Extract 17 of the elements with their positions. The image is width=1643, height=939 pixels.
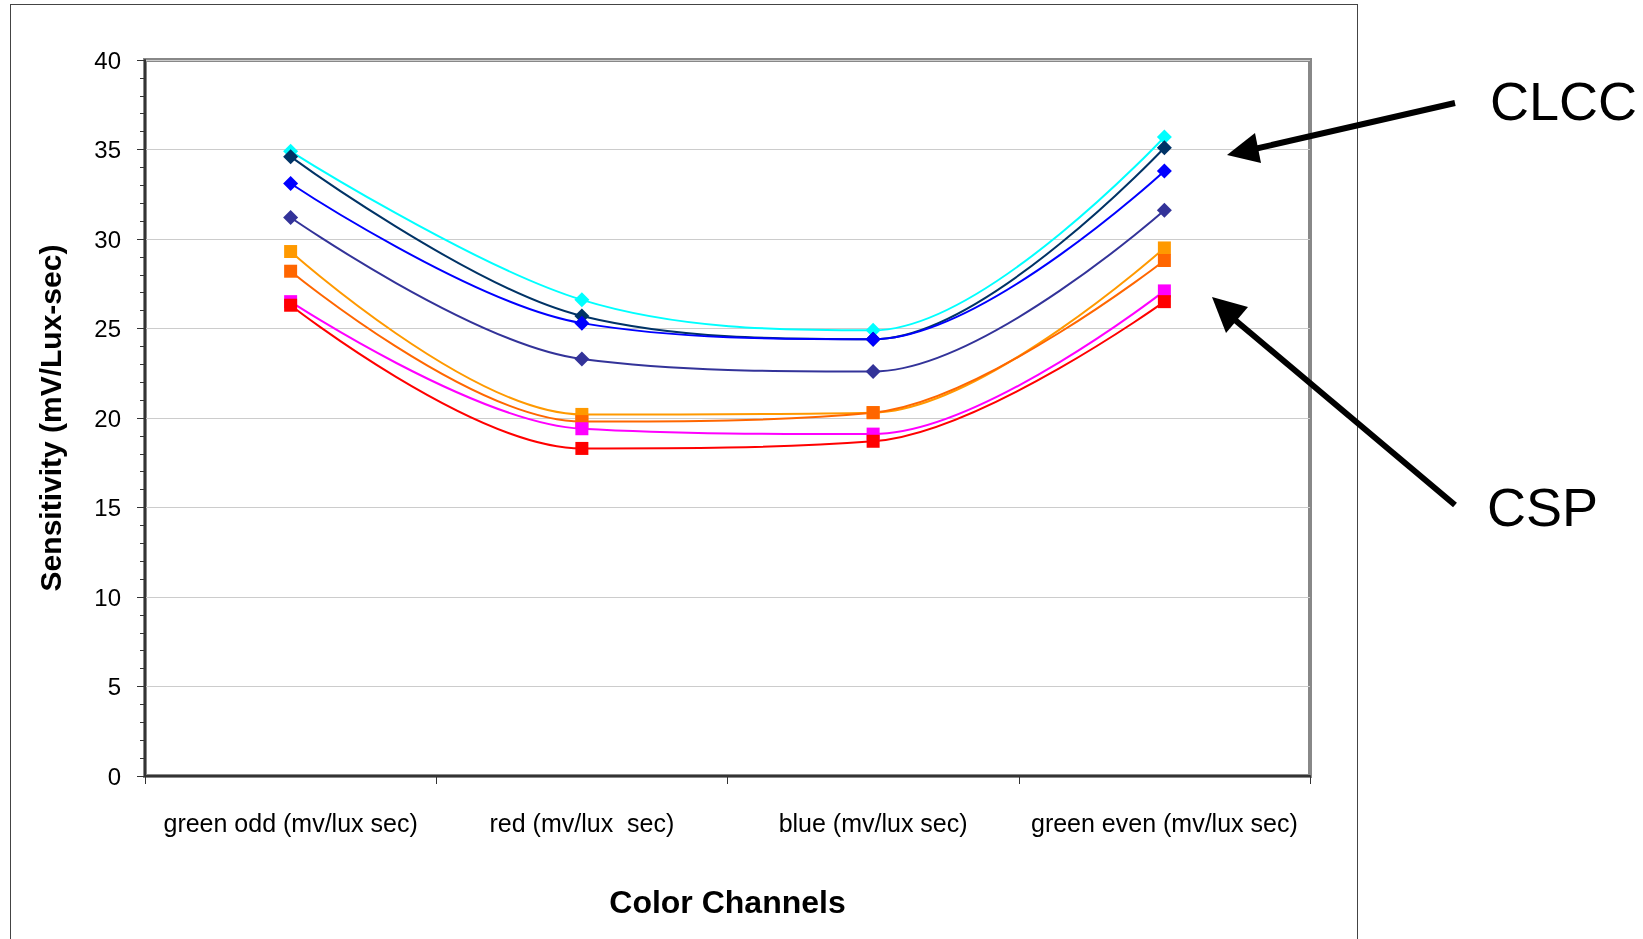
x-tick-label: green even (mv/lux sec): [1030, 808, 1298, 837]
text: CSP: [1487, 476, 1599, 538]
y-tick-label: 25: [94, 315, 121, 342]
x-axis-title: Color Channels: [609, 884, 846, 920]
y-tick-label: 40: [94, 46, 121, 74]
y-tick-label: 35: [94, 136, 121, 163]
y-tick-label: 30: [94, 225, 121, 253]
y-tick-label: 5: [107, 673, 121, 700]
x-tick-label: green odd (mv/lux sec): [163, 808, 418, 837]
y-tick-label: 10: [94, 583, 121, 611]
x-tick-label: blue (mv/lux sec): [778, 808, 968, 837]
text: CLCC: [1490, 70, 1638, 132]
y-tick-label: 20: [94, 404, 121, 432]
x-tick-label: red (mv/lux sec): [489, 808, 675, 837]
y-tick-label: 15: [94, 494, 121, 521]
y-axis-title: Sensitivity (mV/Lux-sec): [33, 244, 67, 592]
y-tick-label: 0: [107, 762, 121, 790]
